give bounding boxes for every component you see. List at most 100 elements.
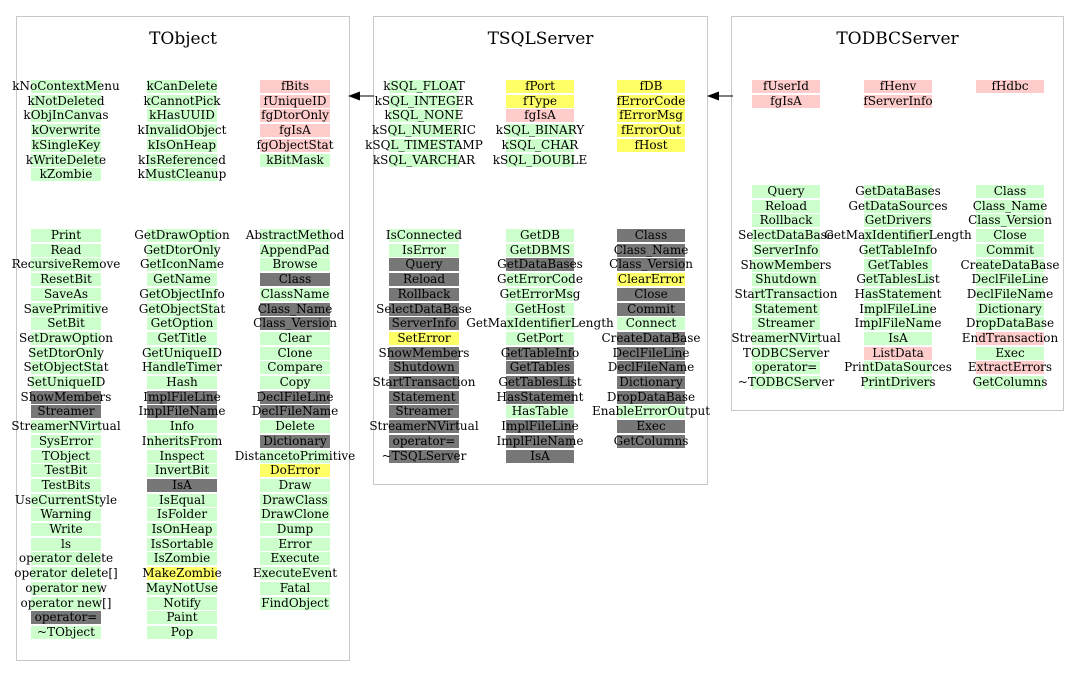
member-item: Browse: [195, 258, 395, 272]
member-item: Streamer: [324, 405, 524, 419]
member-item: kSingleKey: [0, 138, 166, 152]
member-highlight: [260, 153, 330, 167]
member-item: kSQL_NONE: [324, 108, 524, 123]
member-label: Statement: [392, 389, 456, 404]
member-highlight: [147, 478, 217, 492]
member-highlight: [260, 80, 330, 93]
member-label: AbstractMethod: [245, 228, 345, 242]
member-label: GetDataBases: [497, 257, 583, 272]
member-label: GetIconName: [139, 257, 225, 272]
member-highlight: [389, 361, 459, 375]
member-highlight: [147, 493, 217, 507]
member-highlight: [260, 317, 330, 331]
member-item: MayNotUse: [82, 581, 282, 595]
member-highlight: [752, 80, 820, 93]
member-item: Exec: [910, 345, 1080, 360]
member-item: MakeZombie: [82, 566, 282, 581]
member-label: operator delete[]: [14, 566, 118, 581]
member-highlight: [976, 243, 1044, 257]
member-highlight: [147, 331, 217, 345]
member-item: HasStatement: [440, 390, 640, 404]
member-label: Exec: [995, 345, 1025, 360]
member-label: Class_Name: [613, 242, 689, 257]
member-item: GetDrivers: [798, 214, 998, 228]
member-label: kCannotPick: [143, 93, 221, 108]
member-label: GetTitle: [157, 330, 207, 345]
member-label: kWriteDelete: [25, 152, 107, 167]
member-item: IsSortable: [82, 537, 282, 551]
member-label: fgIsA: [770, 93, 802, 108]
member-highlight: [752, 199, 820, 213]
inheritance-arrow-todbcserver-to-tsqlserver: [707, 91, 733, 101]
member-highlight: [147, 508, 217, 522]
member-highlight: [617, 80, 685, 93]
member-label: PrintDrivers: [860, 375, 936, 390]
member-label: DropDataBase: [606, 389, 696, 404]
member-highlight: [617, 317, 685, 331]
member-highlight: [506, 449, 574, 463]
member-item: GetColumns: [551, 434, 751, 448]
member-highlight: [506, 420, 574, 434]
member-item: ShowMembers: [686, 258, 886, 272]
member-highlight: [506, 273, 574, 287]
member-label: DistancetoPrimitive: [234, 448, 356, 463]
member-item: SetBit: [0, 316, 166, 331]
member-item: ServerInfo: [324, 316, 524, 331]
member-highlight: [147, 537, 217, 551]
member-label: kSQL_DOUBLE: [492, 152, 588, 167]
member-label: kSQL_NONE: [384, 108, 464, 123]
member-label: ShowMembers: [378, 345, 470, 360]
member-label: CreateDataBase: [601, 330, 701, 345]
member-item: IsZombie: [82, 552, 282, 566]
member-label: Rollback: [759, 213, 813, 228]
member-highlight: [864, 332, 932, 345]
member-highlight: [976, 332, 1044, 345]
member-highlight: [260, 567, 330, 581]
member-label: kNoContextMenu: [12, 79, 120, 93]
member-label: DeclFileName: [966, 286, 1054, 301]
member-label: DrawClone: [261, 507, 329, 522]
member-highlight: [31, 138, 101, 152]
member-label: MakeZombie: [142, 566, 222, 581]
inheritance-arrow-tsqlserver-to-tobject: [348, 91, 374, 101]
member-label: kSQL_TIMESTAMP: [365, 137, 483, 152]
member-highlight: [31, 493, 101, 507]
member-label: AppendPad: [260, 242, 330, 257]
member-label: TObject: [42, 448, 90, 463]
member-label: GetTables: [509, 360, 571, 375]
member-highlight: [147, 390, 217, 404]
member-item: StartTransaction: [686, 287, 886, 301]
member-highlight: [506, 138, 574, 152]
member-label: Reload: [402, 272, 446, 287]
member-highlight: [617, 287, 685, 301]
member-item: GetDrawOption: [82, 229, 282, 242]
member-highlight: [864, 287, 932, 301]
member-label: Shutdown: [755, 272, 817, 287]
member-highlight: [260, 138, 330, 152]
member-highlight: [31, 552, 101, 566]
member-highlight: [976, 214, 1044, 228]
member-item: GetDataBases: [798, 185, 998, 198]
member-label: SelectDataBase: [738, 228, 834, 243]
member-label: GetName: [153, 272, 211, 287]
member-highlight: [617, 94, 685, 108]
member-label: ServerInfo: [391, 316, 457, 331]
member-highlight: [506, 302, 574, 316]
member-item: CreateDataBase: [551, 330, 751, 345]
member-label: SetBit: [47, 316, 85, 331]
member-highlight: [260, 478, 330, 492]
member-item: fErrorOut: [551, 124, 751, 138]
member-item: CreateDataBase: [910, 258, 1080, 272]
member-label: GetOption: [150, 316, 214, 331]
member-highlight: [617, 109, 685, 123]
member-label: kCanDelete: [146, 79, 218, 93]
member-highlight: [752, 317, 820, 331]
member-label: fgDtorOnly: [261, 108, 329, 123]
member-highlight: [389, 94, 459, 108]
member-item: Dictionary: [910, 302, 1080, 316]
member-highlight: [617, 405, 685, 419]
member-label: GetDrawOption: [134, 228, 230, 242]
member-item: kSQL_DOUBLE: [440, 152, 640, 167]
member-item: Connect: [551, 317, 751, 331]
member-item: InheritsFrom: [82, 434, 282, 448]
